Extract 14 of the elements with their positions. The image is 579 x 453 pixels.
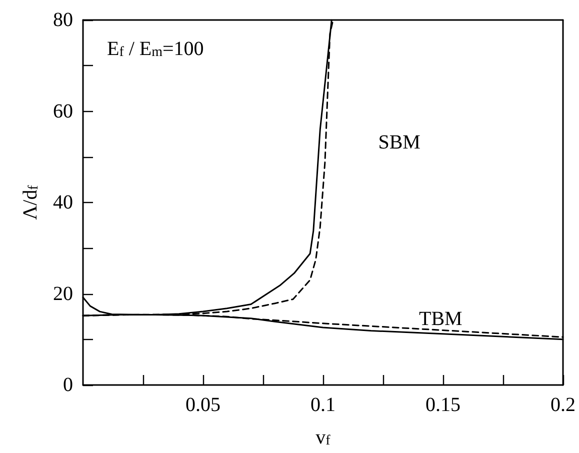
y-tick-label: 40 — [53, 192, 73, 214]
y-tick-label: 60 — [53, 100, 73, 122]
annotation: Ef / Em=100 — [107, 38, 204, 60]
y-tick-label: 80 — [53, 9, 73, 31]
annotation: SBM — [378, 132, 421, 154]
y-tick-label: 0 — [63, 374, 73, 396]
x-axis-title: vf — [316, 426, 331, 448]
annotation: TBM — [419, 308, 463, 330]
y-tick-label: 20 — [53, 282, 73, 305]
x-tick-label: 0.15 — [426, 394, 460, 416]
x-tick-label: 0.1 — [310, 394, 336, 416]
x-tick-label: 0.05 — [186, 394, 220, 416]
x-tick-label: 0.2 — [550, 394, 576, 416]
y-axis-title: Λ/df — [20, 184, 42, 220]
